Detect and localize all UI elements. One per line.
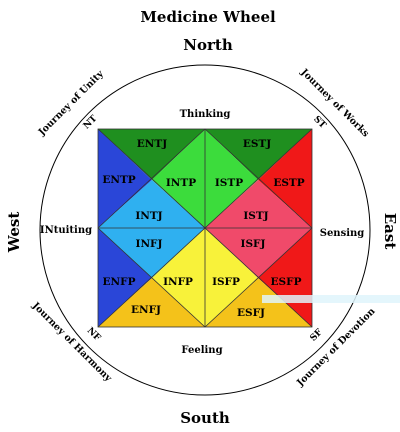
intp-region [152, 129, 205, 228]
type-istj: ISTJ [243, 210, 268, 222]
glare-band [262, 295, 400, 303]
north-label: North [183, 36, 233, 54]
east-label: East [381, 213, 399, 250]
thinking-label: Thinking [180, 109, 231, 120]
entj-region [98, 129, 205, 180]
istp-region [205, 129, 258, 228]
intj-region [98, 180, 205, 228]
type-intj: INTJ [135, 210, 162, 222]
type-esfj: ESFJ [237, 307, 265, 319]
wheel-circle [39, 64, 371, 396]
enfp-region [98, 228, 152, 327]
south-label: South [180, 409, 230, 427]
journey-works-label: Journey of Works [298, 66, 371, 139]
type-infj: INFJ [136, 238, 163, 250]
type-enfj: ENFJ [131, 304, 161, 316]
type-infp: INFP [163, 276, 193, 288]
diagram-title: Medicine Wheel [140, 8, 276, 26]
type-istp: ISTP [215, 177, 243, 189]
nt-label: NT [82, 114, 100, 132]
enfj-region [98, 278, 205, 327]
intuiting-label: INtuiting [40, 225, 92, 236]
isfj-region [205, 228, 312, 278]
esfj-region [205, 278, 312, 327]
type-entp: ENTP [102, 174, 135, 186]
journey-unity-label: Journey of Unity [36, 68, 106, 138]
type-intp: INTP [166, 177, 196, 189]
type-isfj: ISFJ [241, 238, 266, 250]
type-estp: ESTP [273, 177, 304, 189]
type-enfp: ENFP [103, 276, 136, 288]
grid-lines [97, 128, 313, 328]
feeling-label: Feeling [181, 345, 222, 356]
sensing-label: Sensing [320, 228, 365, 239]
infp-region [152, 228, 205, 327]
estp-region [258, 129, 312, 228]
entp-region [98, 129, 152, 228]
type-esfp: ESFP [271, 276, 302, 288]
isfp-region [205, 228, 258, 327]
infj-region [98, 228, 205, 278]
type-estj: ESTJ [243, 138, 271, 150]
type-isfp: ISFP [212, 276, 240, 288]
type-entj: ENTJ [137, 138, 167, 150]
west-label: West [5, 212, 23, 254]
sf-label: SF [308, 327, 325, 344]
istj-region [205, 180, 312, 228]
estj-region [205, 129, 312, 180]
nf-label: NF [85, 326, 103, 344]
